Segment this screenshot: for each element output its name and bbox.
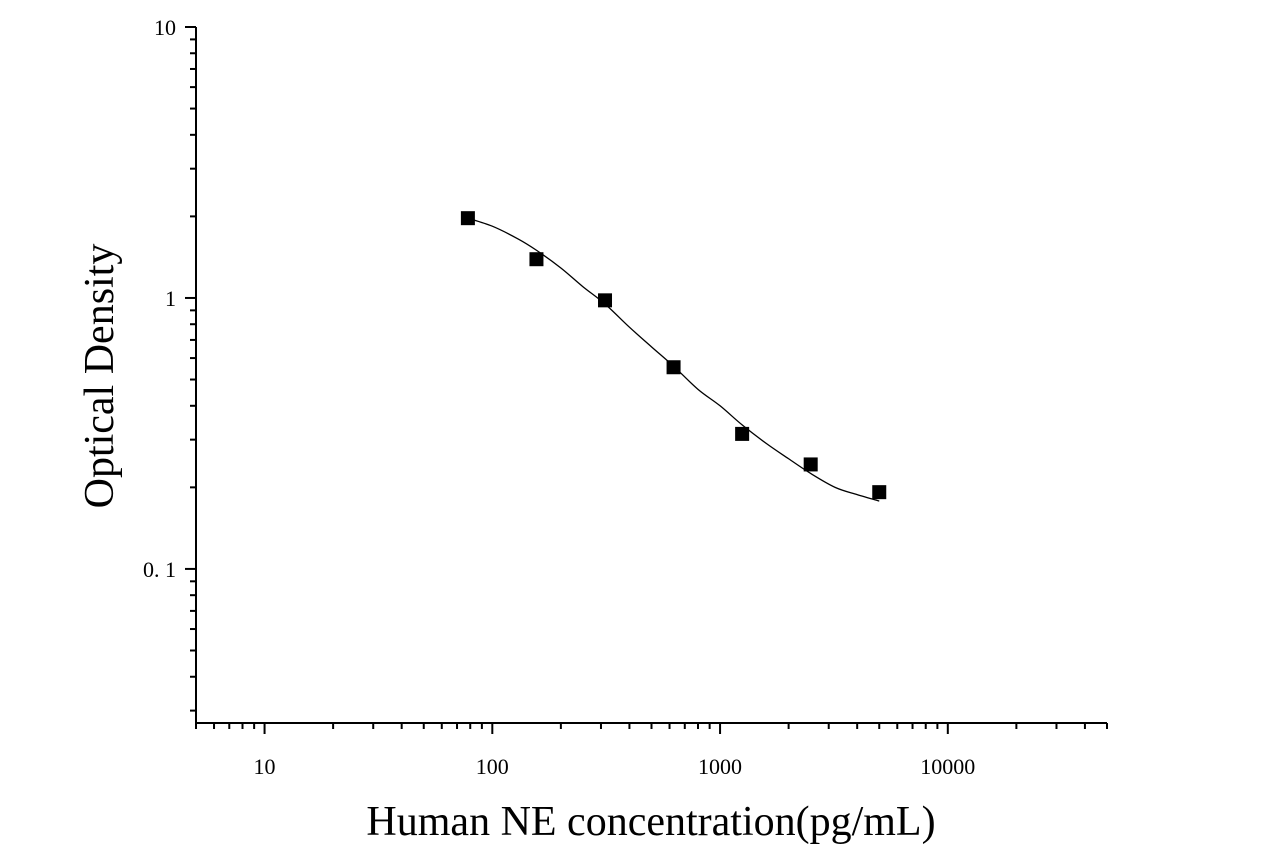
x-tick-label: 10 <box>254 754 276 779</box>
points-layer <box>460 211 887 500</box>
data-point <box>529 252 544 267</box>
y-tick-label: 1 <box>165 286 176 311</box>
y-axis-title: Optical Density <box>77 244 123 509</box>
y-tick-label: 10 <box>154 15 176 40</box>
data-point <box>872 485 887 500</box>
x-tick-label: 1000 <box>698 754 742 779</box>
y-tick-label: 0. 1 <box>143 557 176 582</box>
x-axis-title: Human NE concentration(pg/mL) <box>366 799 935 845</box>
data-point <box>803 457 818 472</box>
data-point <box>666 360 681 375</box>
axes-layer: 10 100 1000 10000 0. 1 1 10 <box>143 15 1108 779</box>
data-point <box>460 211 475 226</box>
x-tick-label: 10000 <box>920 754 975 779</box>
data-point <box>735 426 750 441</box>
x-tick-label: 100 <box>476 754 509 779</box>
labels-layer: Human NE concentration(pg/mL) Optical De… <box>77 244 936 845</box>
data-point <box>598 293 613 308</box>
